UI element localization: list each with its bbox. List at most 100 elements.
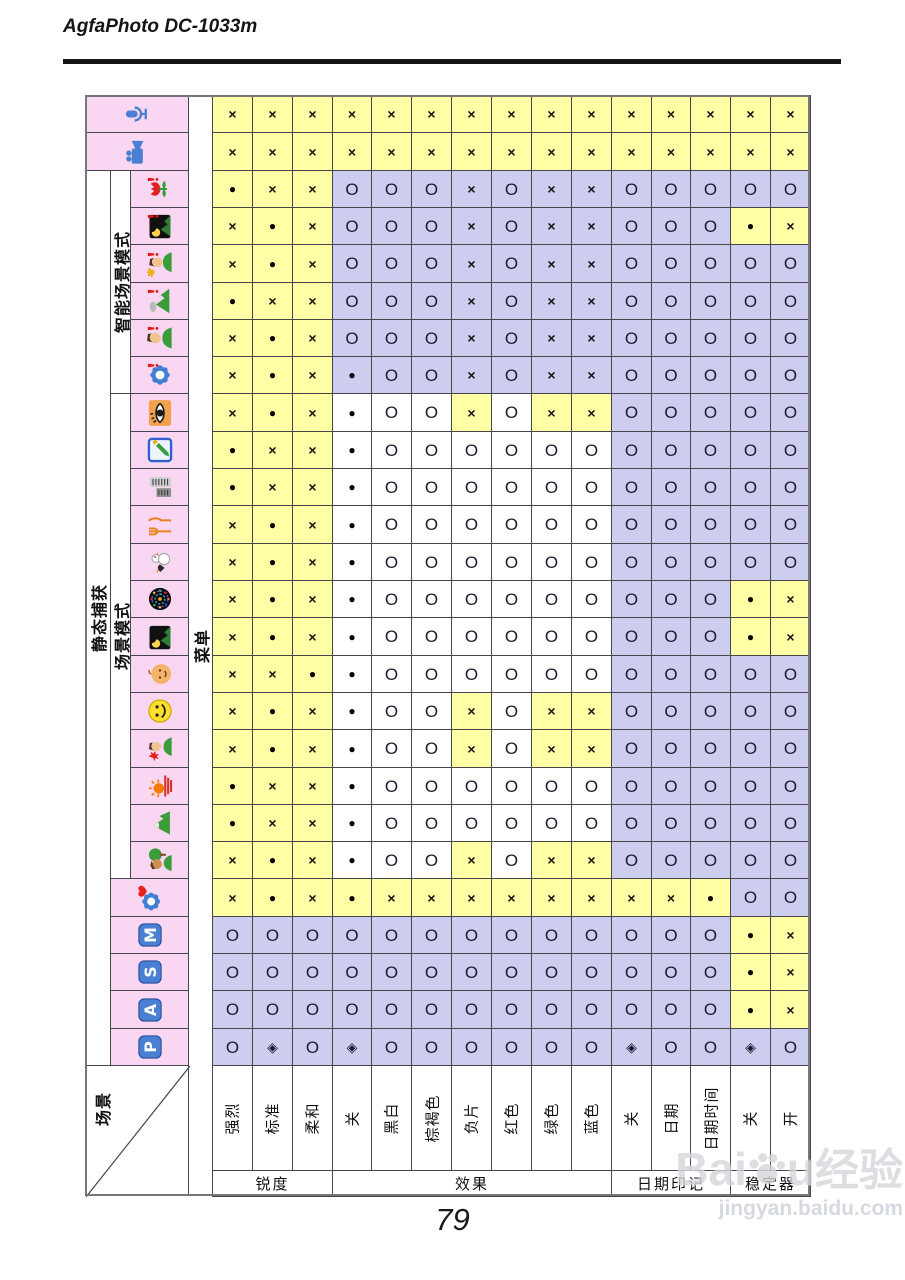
grid-cell: × [212, 580, 253, 618]
grid-cell: O [571, 655, 612, 693]
cell-symbol: O [305, 1000, 320, 1019]
grid-cell: × [491, 132, 532, 171]
cell-symbol: × [706, 106, 715, 122]
grid-cell: × [491, 95, 532, 133]
grid-cell: O [690, 729, 731, 768]
scene-label: 场景 [96, 1091, 114, 1127]
grid-cell: O [411, 505, 452, 544]
cell-symbol: × [228, 628, 237, 645]
cell-symbol: × [467, 330, 476, 346]
cell-symbol: O [703, 701, 718, 721]
grid-cell: ◈ [611, 1028, 652, 1066]
cell-symbol: O [703, 925, 718, 945]
grid-cell: O [491, 468, 532, 506]
column-option-label: 负片 [463, 1101, 481, 1135]
cell-symbol: O [424, 515, 439, 534]
cell-symbol: O [384, 1000, 399, 1019]
cell-symbol: O [664, 813, 678, 833]
cell-symbol: O [624, 291, 639, 311]
grid-cell: × [451, 207, 492, 245]
grid-cell: O [690, 282, 731, 320]
cell-symbol: O [424, 925, 439, 945]
grid-cell: × [531, 132, 572, 171]
cell-symbol: O [544, 552, 559, 572]
grid-cell: × [611, 132, 652, 171]
mode-icon-cell [130, 692, 189, 730]
mode-settings-table: 静态捕获 智能场景模式 场景模式 菜单 场景 × × × × × × × × × × × × × × × × ×… [85, 95, 811, 1197]
cell-symbol: × [427, 889, 436, 906]
grid-cell: × [571, 692, 612, 730]
grid-cell: O [411, 244, 452, 283]
cell-symbol: O [384, 739, 399, 758]
cell-symbol: O [584, 962, 599, 982]
grid-cell: × [651, 878, 691, 917]
cell-symbol: O [464, 440, 479, 460]
grid-cell: × [730, 95, 771, 133]
grid-cell: ● [332, 878, 372, 917]
grid-cell: × [451, 692, 492, 730]
cell-symbol: ● [268, 629, 277, 644]
cell-symbol: × [228, 740, 237, 757]
mode-icon-cell: S [110, 953, 189, 991]
grid-cell: O [611, 617, 652, 656]
column-group-label: 稳定器 [744, 1176, 796, 1193]
grid-cell: O [371, 1028, 412, 1066]
cell-symbol: O [743, 664, 758, 684]
cell-symbol: O [743, 254, 758, 273]
grid-cell: O [651, 580, 691, 618]
food-icon [146, 511, 174, 539]
cell-symbol: × [786, 1001, 795, 1018]
cell-symbol: O [664, 627, 678, 646]
grid-cell: O [690, 916, 731, 954]
grid-cell: O [411, 282, 452, 320]
column-option-cell: 绿色 [531, 1065, 572, 1171]
grid-cell: ● [730, 916, 771, 954]
cell-symbol: O [424, 254, 439, 273]
cell-symbol: × [467, 106, 476, 122]
grid-cell: × [212, 841, 253, 879]
grid-cell: O [531, 804, 572, 842]
grid-cell: ● [332, 692, 372, 730]
grid-cell: × [770, 953, 811, 991]
grid-cell: × [212, 356, 253, 394]
cell-symbol: O [664, 440, 678, 460]
cell-symbol: × [347, 106, 357, 122]
grid-cell: × [571, 841, 612, 879]
grid-cell: × [252, 170, 293, 208]
grid-cell: × [571, 207, 612, 245]
cell-symbol: O [703, 850, 718, 870]
grid-cell: × [292, 319, 333, 357]
grid-cell: × [411, 132, 452, 171]
grid-cell: O [611, 841, 652, 879]
cell-symbol: O [624, 627, 639, 646]
cell-symbol: × [547, 367, 556, 383]
grid-cell: × [252, 767, 293, 805]
cell-symbol: ● [746, 592, 755, 606]
cell-symbol: × [547, 218, 556, 234]
grid-cell: O [690, 841, 731, 879]
cell-symbol: × [308, 106, 317, 122]
mode-icon-cell [130, 170, 189, 208]
grid-cell: ● [252, 356, 293, 394]
cell-symbol: O [464, 962, 479, 982]
grid-cell: × [292, 468, 333, 506]
grid-cell: × [651, 95, 691, 133]
cell-symbol: O [624, 216, 639, 236]
grid-cell: O [491, 356, 532, 394]
grid-cell: × [212, 617, 253, 656]
grid-cell: O [491, 244, 532, 283]
cell-symbol: × [786, 964, 795, 980]
cell-symbol: O [783, 664, 798, 684]
column-option-label: 关 [344, 1109, 362, 1127]
cell-symbol: × [387, 143, 396, 160]
cell-symbol: O [783, 776, 798, 796]
grid-cell: O [212, 990, 253, 1029]
cell-symbol: × [666, 106, 676, 122]
grid-cell: O [611, 393, 652, 432]
static-capture-label: 静态捕获 [92, 583, 110, 653]
cell-symbol: O [464, 515, 479, 534]
grid-cell: O [571, 953, 612, 991]
cell-symbol: O [743, 179, 758, 199]
cell-symbol: O [345, 254, 359, 273]
grid-cell: ● [730, 617, 771, 656]
